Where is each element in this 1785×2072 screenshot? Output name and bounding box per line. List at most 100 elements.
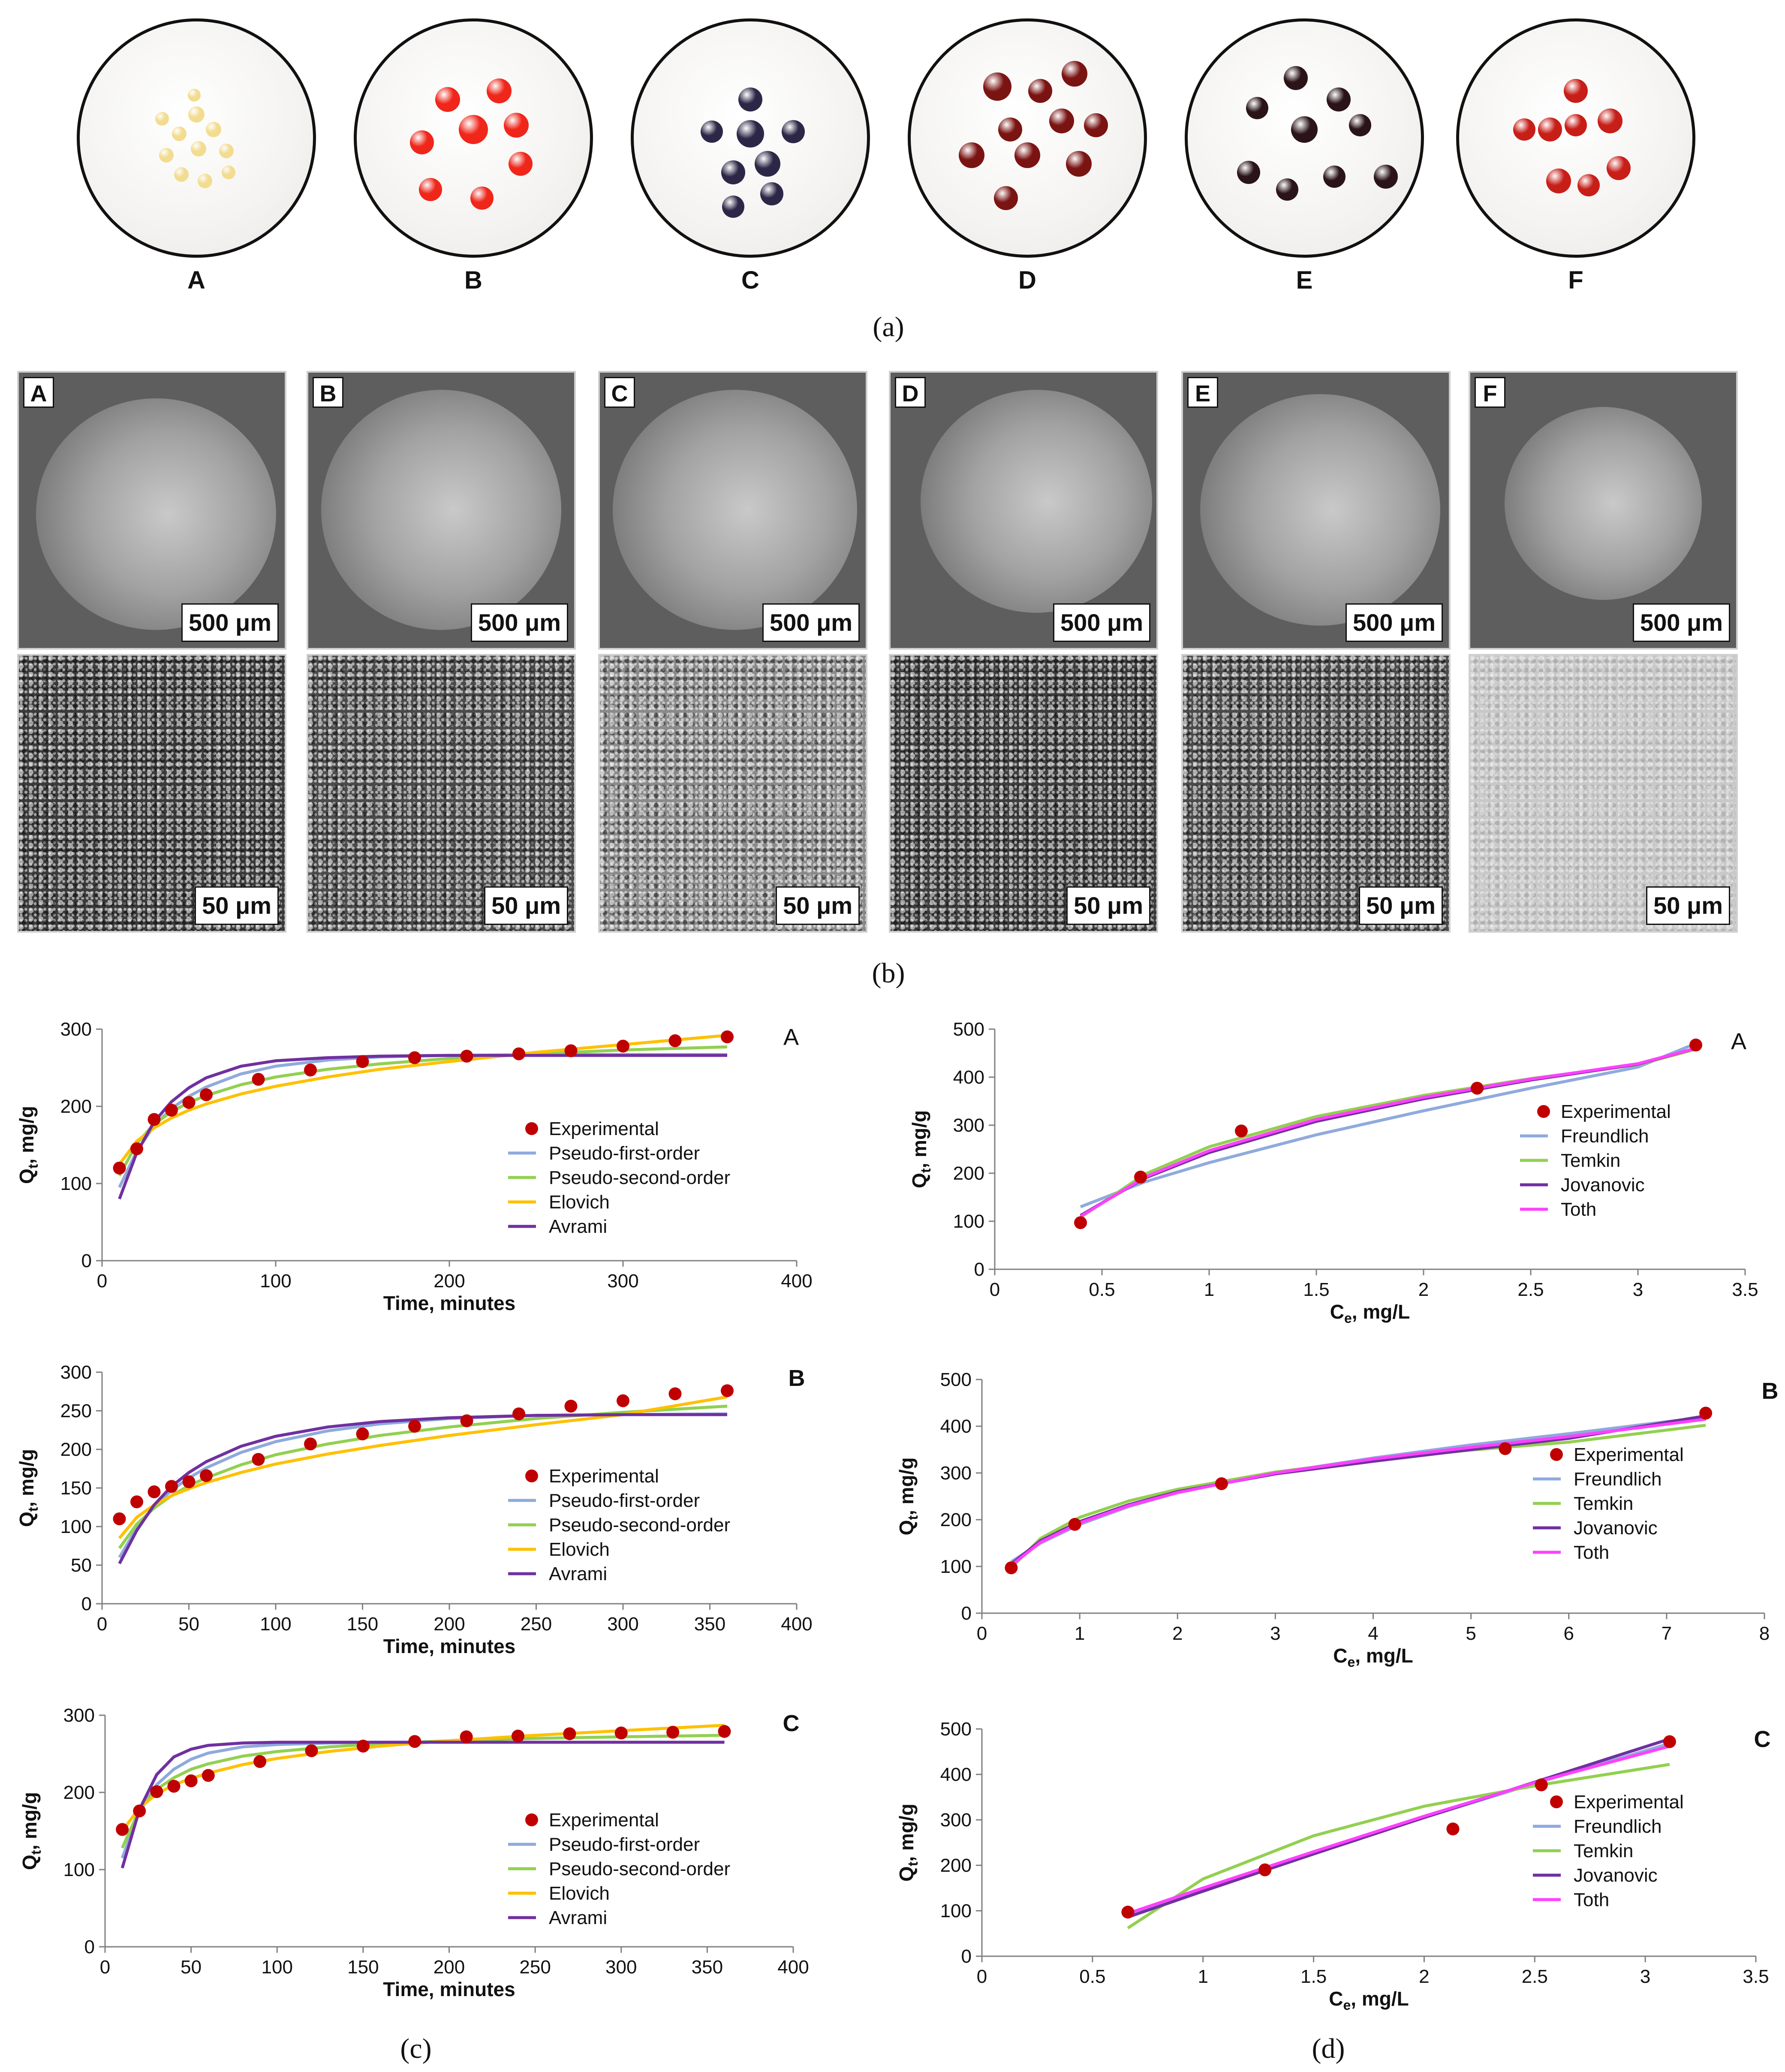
bead — [1607, 156, 1631, 180]
x-tick-label: 50 — [181, 1957, 202, 1978]
bead — [1062, 61, 1087, 87]
x-tick-label: 2 — [1418, 1279, 1429, 1300]
bead — [172, 126, 187, 141]
x-tick-label: 1.5 — [1303, 1279, 1329, 1300]
bead — [159, 148, 174, 163]
experimental-point — [460, 1730, 473, 1744]
experimental-point — [1446, 1822, 1460, 1836]
x-axis-label: Ce, mg/L — [1329, 1988, 1409, 2013]
x-tick-label: 200 — [433, 1957, 465, 1978]
legend-label: Temkin — [1574, 1840, 1633, 1861]
bead-dish-d — [908, 18, 1147, 258]
y-tick-label: 200 — [940, 1855, 972, 1876]
y-tick-label: 300 — [940, 1463, 972, 1484]
experimental-point — [356, 1428, 369, 1440]
bead — [198, 174, 212, 188]
legend-label: Temkin — [1561, 1150, 1620, 1171]
x-tick-label: 150 — [347, 1614, 378, 1635]
y-tick-label: 50 — [71, 1555, 92, 1576]
legend-label: Experimental — [549, 1810, 659, 1831]
sem-image-surface-e: 50 μm — [1181, 654, 1451, 933]
experimental-point — [356, 1055, 369, 1068]
x-tick-label: 1 — [1075, 1623, 1085, 1644]
legend-label: Toth — [1561, 1199, 1596, 1220]
sem-scale-bar: 50 μm — [776, 886, 860, 925]
x-tick-label: 8 — [1759, 1623, 1770, 1644]
experimental-point — [304, 1063, 317, 1077]
sem-scale-bar: 50 μm — [484, 886, 568, 925]
experimental-point — [721, 1384, 734, 1397]
experimental-point — [356, 1740, 370, 1753]
y-tick-label: 500 — [940, 1369, 972, 1390]
y-tick-label: 400 — [940, 1764, 972, 1785]
bead — [1276, 178, 1298, 201]
series-line-jovanovic — [1127, 1737, 1670, 1919]
caption-c: (c) — [400, 2033, 432, 2064]
sem-bead-sphere — [36, 398, 276, 630]
sem-surface-texture — [19, 656, 285, 931]
bead — [1014, 142, 1040, 168]
bead — [419, 178, 442, 201]
bead — [1349, 114, 1371, 136]
bead — [1291, 116, 1318, 143]
y-tick-label: 400 — [940, 1416, 972, 1437]
experimental-point — [252, 1073, 265, 1086]
bead — [459, 115, 488, 144]
legend-label: Experimental — [1561, 1101, 1671, 1122]
sem-label: D — [895, 377, 926, 408]
x-axis-label: Ce, mg/L — [1333, 1644, 1413, 1670]
experimental-point — [1258, 1863, 1272, 1876]
sem-bead-sphere — [1505, 407, 1702, 600]
sem-bead-sphere — [921, 390, 1152, 613]
experimental-point — [1005, 1561, 1018, 1575]
x-tick-label: 0 — [97, 1271, 107, 1292]
legend-label: Jovanovic — [1574, 1865, 1658, 1886]
experimental-point — [564, 1044, 578, 1057]
sem-scale-bar: 500 μm — [470, 603, 568, 642]
bead — [219, 144, 234, 158]
bead — [509, 152, 533, 176]
bead — [1084, 113, 1108, 137]
x-tick-label: 0.5 — [1089, 1279, 1115, 1300]
x-tick-label: 0 — [990, 1279, 1000, 1300]
y-tick-label: 100 — [940, 1900, 972, 1921]
sem-scale-bar: 500 μm — [181, 603, 279, 642]
sem-surface-texture — [1470, 656, 1736, 931]
experimental-point — [167, 1780, 181, 1793]
bead — [755, 151, 780, 177]
sem-scale-bar: 500 μm — [762, 603, 860, 642]
bead — [760, 182, 783, 205]
dish-label-f: F — [1568, 266, 1583, 294]
x-tick-label: 3 — [1633, 1279, 1643, 1300]
experimental-point — [252, 1453, 265, 1466]
experimental-point — [512, 1047, 525, 1060]
y-tick-label: 0 — [84, 1936, 95, 1958]
bead — [959, 142, 984, 168]
experimental-point — [617, 1394, 629, 1407]
x-tick-label: 3.5 — [1732, 1279, 1758, 1300]
bead — [155, 112, 169, 126]
y-tick-label: 0 — [81, 1593, 92, 1614]
bead-dish-e — [1185, 18, 1424, 258]
bead — [174, 167, 189, 182]
caption-a: (a) — [873, 311, 904, 343]
sem-bead-sphere — [321, 390, 561, 630]
legend-label: Experimental — [549, 1466, 659, 1487]
sem-scale-bar: 500 μm — [1632, 603, 1730, 642]
legend-marker-experimental — [1537, 1105, 1550, 1118]
bead — [1598, 108, 1622, 133]
x-tick-label: 100 — [260, 1271, 291, 1292]
y-tick-label: 200 — [63, 1782, 95, 1803]
bead — [504, 113, 529, 138]
experimental-point — [1689, 1038, 1702, 1051]
series-line-toth — [1080, 1047, 1696, 1218]
sem-image-sphere-a: A 500 μm — [17, 371, 286, 650]
experimental-point — [614, 1726, 628, 1740]
bead — [410, 130, 434, 154]
x-tick-label: 5 — [1466, 1623, 1476, 1644]
x-tick-label: 250 — [519, 1957, 551, 1978]
dish-label-e: E — [1296, 266, 1313, 294]
legend-label: Pseudo-first-order — [549, 1490, 700, 1511]
sem-label: A — [23, 377, 54, 408]
